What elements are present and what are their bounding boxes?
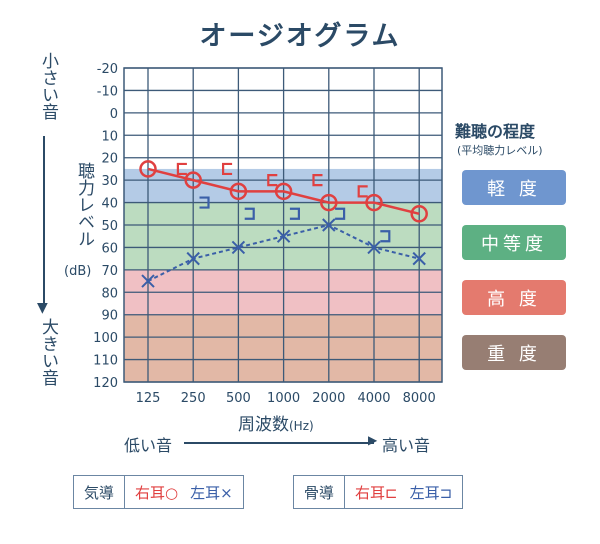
left-air-x-marker	[186, 251, 200, 266]
right-air-circle-marker	[229, 182, 248, 201]
legend-bone-right: 右耳⊏	[355, 483, 398, 502]
left-air-x-marker	[367, 240, 381, 255]
y-tick-label: -20	[97, 62, 118, 77]
y-tick-label: 0	[110, 107, 118, 122]
left-air-x-marker	[231, 240, 246, 255]
x-axis-title: 周波数	[238, 415, 289, 435]
y-tick-label: 60	[101, 241, 118, 256]
x-axis-unit: (Hz)	[289, 419, 314, 433]
y-tick-label: 40	[101, 197, 118, 212]
y-axis-label: 聴力レベル	[74, 162, 94, 247]
right-air-circle-marker	[274, 182, 293, 201]
legend-bone-conduction: 骨導 右耳⊏ 左耳⊐	[293, 475, 464, 509]
arrow-down-icon: ▼	[37, 300, 48, 316]
y-tick-label: 120	[93, 376, 118, 391]
y-tick-label: 10	[101, 129, 118, 144]
y-tick-label: 100	[93, 331, 118, 346]
chart-title: オージオグラム	[199, 21, 401, 52]
arrow-right-icon: ▶	[368, 433, 378, 447]
legend-air-label: 気導	[84, 483, 115, 502]
plot-frame	[123, 67, 443, 383]
severity-subtitle: (平均聴力レベル)	[457, 144, 543, 157]
y-top-label: 小さい音	[38, 52, 58, 120]
severity-title: 難聴の程度	[455, 122, 536, 141]
x-arrow-line	[184, 442, 374, 444]
x-axis-label: 周波数(Hz)	[238, 410, 314, 435]
x-tick-label: 2000	[312, 391, 345, 406]
right-air-circle-marker	[410, 205, 428, 223]
legend-air-left: 左耳×	[190, 483, 233, 502]
y-tick-label: 90	[101, 309, 118, 324]
y-tick-label: 70	[101, 264, 118, 279]
x-tick-label: 1000	[267, 391, 300, 406]
severity-profound: 重 度	[462, 335, 566, 370]
right-bone-marker	[267, 174, 278, 187]
x-tick-label: 125	[136, 391, 161, 406]
y-tick-label: 20	[101, 152, 118, 167]
x-high-label: 高い音	[382, 436, 431, 455]
legend-bone-label: 骨導	[304, 483, 335, 502]
legend-air-conduction: 気導 右耳○ 左耳×	[73, 475, 244, 509]
legend-bone-left: 左耳⊐	[409, 483, 453, 502]
x-tick-label: 4000	[357, 391, 390, 406]
severity-mild: 軽 度	[462, 170, 566, 205]
left-bone-marker	[244, 207, 255, 220]
right-bone-marker	[176, 162, 187, 176]
y-tick-label: 110	[93, 354, 118, 369]
left-air-x-marker	[276, 229, 291, 243]
right-air-circle-marker	[184, 171, 202, 189]
left-air-x-marker	[412, 251, 426, 266]
severity-severe: 高 度	[462, 280, 566, 315]
right-air-circle-marker	[139, 160, 157, 178]
x-tick-label: 8000	[403, 391, 436, 406]
x-tick-label: 250	[181, 391, 206, 406]
y-tick-label: -10	[97, 84, 118, 99]
left-bone-marker	[199, 196, 210, 209]
right-air-circle-marker	[320, 193, 338, 212]
right-air-circle-marker	[365, 193, 383, 212]
y-axis-unit: (dB)	[64, 264, 92, 279]
left-bone-marker	[380, 230, 391, 243]
right-air-line	[147, 167, 420, 215]
left-bone-marker	[289, 207, 300, 220]
y-tick-label: 50	[101, 219, 118, 234]
y-tick-label: 80	[101, 286, 118, 301]
y-bottom-label: 大きい音	[38, 318, 58, 386]
severity-moderate: 中等度	[462, 225, 566, 260]
left-bone-marker	[335, 207, 346, 220]
legend-air-right: 右耳○	[135, 483, 179, 502]
left-air-x-marker	[141, 274, 155, 288]
y-tick-label: 30	[101, 174, 118, 189]
right-bone-marker	[357, 185, 368, 198]
right-bone-marker	[222, 162, 233, 176]
x-low-label: 低い音	[124, 436, 173, 455]
x-tick-label: 500	[226, 391, 251, 406]
left-air-x-marker	[322, 218, 336, 232]
right-bone-marker	[312, 174, 323, 187]
y-arrow-line	[43, 136, 45, 306]
